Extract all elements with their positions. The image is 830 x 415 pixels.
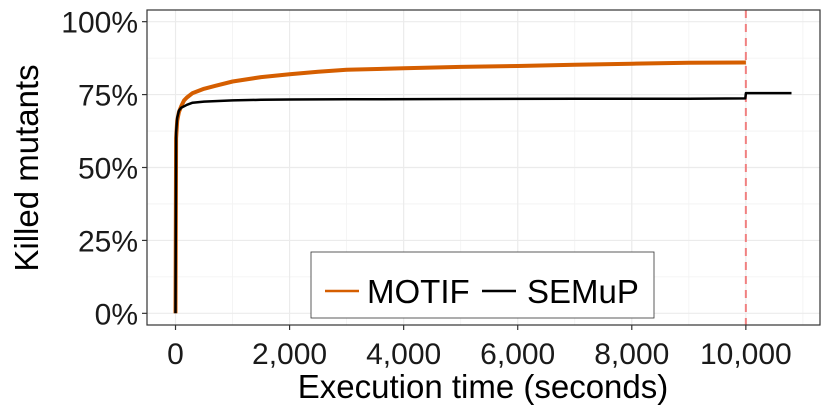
- y-axis-ticks: 0% 25% 50% 75% 100%: [61, 7, 147, 331]
- y-tick-label: 50%: [78, 153, 138, 186]
- x-tick-label: 6,000: [480, 338, 555, 371]
- x-axis-ticks: 0 2,000 4,000 6,000 8,000 10,000: [167, 325, 792, 371]
- y-tick-label: 0%: [95, 298, 138, 331]
- legend-label-semup: SEMuP: [527, 273, 639, 310]
- x-tick-label: 2,000: [252, 338, 327, 371]
- legend: MOTIF SEMuP: [310, 251, 655, 319]
- y-tick-label: 100%: [61, 7, 138, 40]
- legend-label-motif: MOTIF: [367, 273, 470, 310]
- y-axis-title: Killed mutants: [8, 64, 45, 271]
- x-tick-label: 10,000: [700, 338, 792, 371]
- x-axis-title: Execution time (seconds): [298, 368, 669, 405]
- legend-box: [310, 251, 655, 319]
- y-tick-label: 75%: [78, 80, 138, 113]
- x-tick-label: 8,000: [594, 338, 669, 371]
- x-tick-label: 0: [167, 338, 184, 371]
- y-tick-label: 25%: [78, 225, 138, 258]
- series-line-semup: [174, 91, 792, 314]
- series-layer: [173, 60, 792, 314]
- x-tick-label: 4,000: [366, 338, 441, 371]
